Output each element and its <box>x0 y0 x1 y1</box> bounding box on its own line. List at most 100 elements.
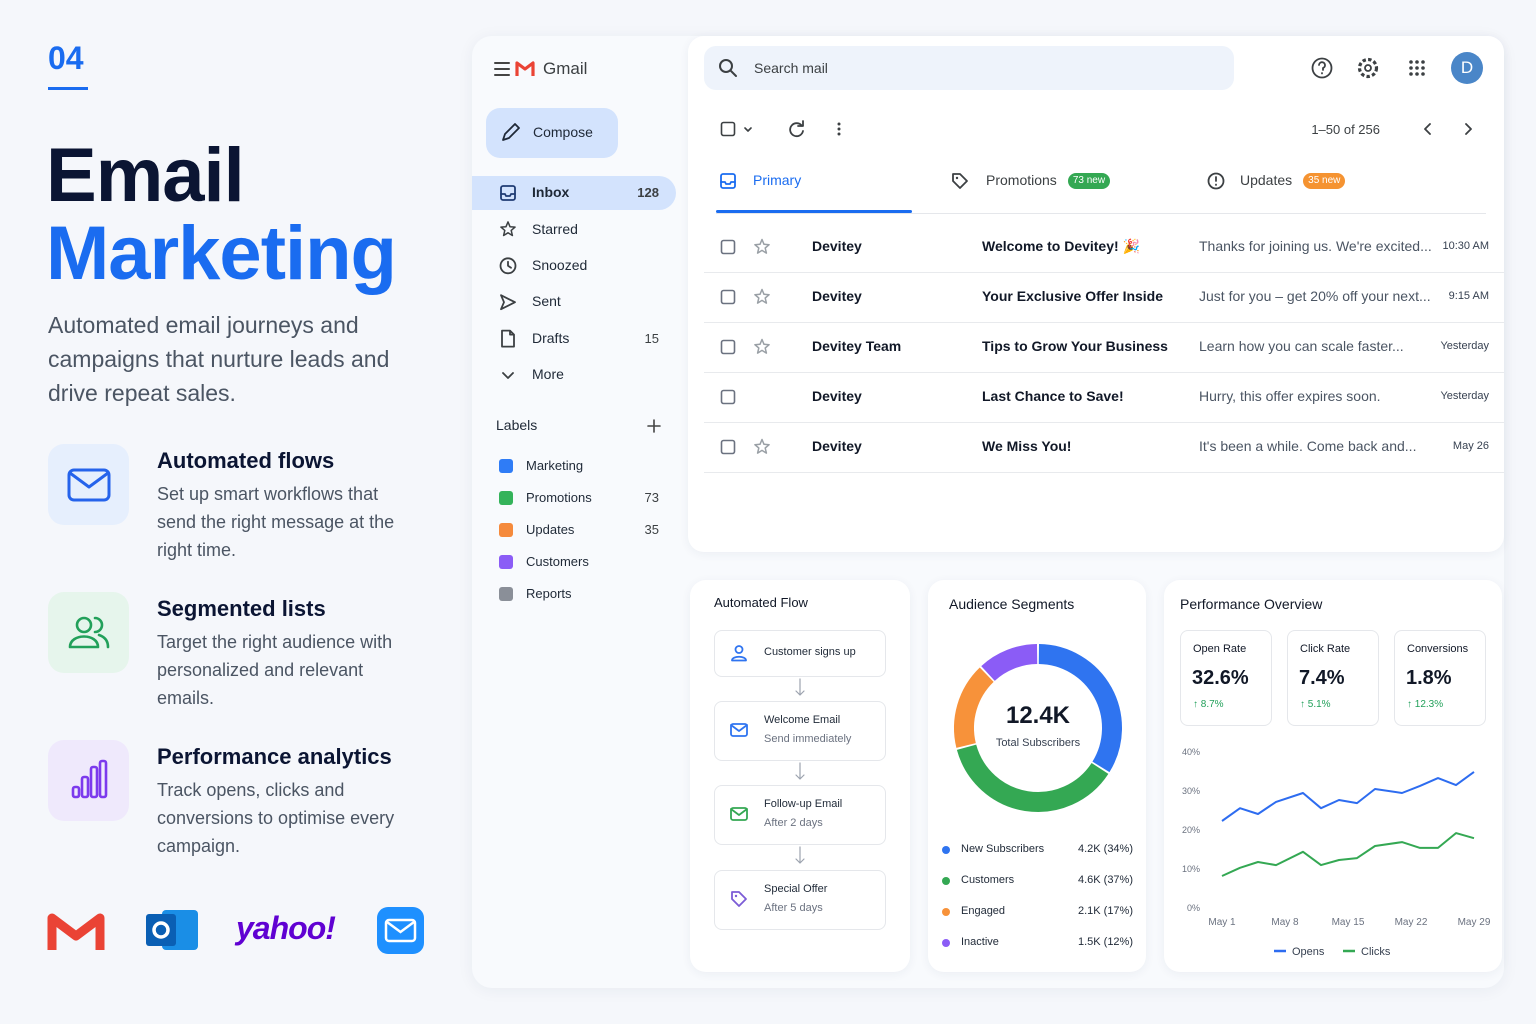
value-label: 2.1K (17%) <box>1077 905 1133 918</box>
title-line: Email <box>46 133 245 218</box>
flow-step <box>714 870 886 930</box>
value-label: 4.2K (34%) <box>1077 843 1133 856</box>
label-count: 73 <box>644 489 659 505</box>
row-divider <box>704 472 1504 473</box>
sender[interactable]: Devitey <box>812 438 862 455</box>
subject[interactable]: Welcome to Devitey! 🎉 <box>982 238 1140 255</box>
label-name[interactable]: Reports <box>526 585 572 601</box>
flow-step-title: Follow-up Email <box>764 798 843 811</box>
title-line: Marketing <box>46 211 397 296</box>
nav-count: 128 <box>637 184 659 200</box>
flow-step <box>714 701 886 761</box>
metric-change: ↑ 5.1% <box>1300 699 1331 710</box>
feature-icon-box <box>48 740 129 821</box>
divider <box>716 213 1486 214</box>
feature-text: Set up smart workflows that send the rig… <box>157 484 395 560</box>
nav-item[interactable]: More <box>532 366 564 383</box>
metric-card <box>1180 630 1272 726</box>
nav-item[interactable]: Sent <box>532 293 561 310</box>
search-bar[interactable] <box>704 46 1234 90</box>
label-name[interactable]: Updates <box>526 521 575 537</box>
subject[interactable]: Tips to Grow Your Business <box>982 338 1168 355</box>
label-color <box>499 491 513 505</box>
tab-badge: 35 new <box>1303 173 1346 189</box>
legend-label: Engaged <box>961 905 1006 918</box>
nav-item[interactable]: Starred <box>532 220 578 237</box>
legend-label: Customers <box>961 874 1015 887</box>
donut-center-label: Total Subscribers <box>995 737 1081 749</box>
metric-card <box>1287 630 1379 726</box>
metric-label: Open Rate <box>1193 643 1247 656</box>
sender[interactable]: Devitey <box>812 288 862 305</box>
tab[interactable]: Promotions <box>986 172 1057 189</box>
flow-step-detail: Send immediately <box>764 733 852 746</box>
snippet[interactable]: Learn how you can scale faster... <box>1199 338 1404 355</box>
labels-heading: Labels <box>496 417 538 434</box>
label-name[interactable]: Promotions <box>526 489 592 505</box>
description: Automated email journeys and campaigns t… <box>48 312 390 406</box>
label-color <box>499 459 513 473</box>
donut-center-value: 12.4K <box>1005 702 1071 729</box>
metric-label: Click Rate <box>1300 643 1351 656</box>
nav-item[interactable]: Drafts <box>532 329 570 346</box>
inbox-panel <box>688 36 1504 552</box>
value-label: 4.6K (37%) <box>1077 874 1133 887</box>
time: 9:15 AM <box>1448 290 1489 303</box>
card-title: Automated Flow <box>714 594 808 610</box>
tab[interactable]: Primary <box>753 172 802 189</box>
flow-step-detail: After 2 days <box>764 817 823 830</box>
tab-indicator <box>716 210 912 213</box>
metric-label: Conversions <box>1407 643 1469 656</box>
feature-text: Target the right audience with personali… <box>157 632 393 708</box>
flow-step-title: Customer signs up <box>764 645 856 658</box>
tab-badge: 73 new <box>1067 173 1111 189</box>
snippet[interactable]: Just for you – get 20% off your next... <box>1199 288 1431 305</box>
metric-change: ↑ 12.3% <box>1407 699 1444 710</box>
nav-item[interactable]: Snoozed <box>532 257 588 273</box>
subject[interactable]: Last Chance to Save! <box>982 388 1124 405</box>
time: Yesterday <box>1440 390 1489 403</box>
tab[interactable]: Updates <box>1240 172 1293 189</box>
label-color <box>499 587 513 601</box>
feature-icon-box <box>48 444 129 525</box>
sender[interactable]: Devitey Team <box>812 338 902 355</box>
sender[interactable]: Devitey <box>812 388 862 405</box>
metric-card <box>1394 630 1486 726</box>
row-divider <box>704 272 1504 273</box>
time: May 26 <box>1452 440 1489 453</box>
time: Yesterday <box>1440 340 1489 353</box>
feature-icon-box <box>48 592 129 673</box>
flow-step <box>714 785 886 845</box>
time: 10:30 AM <box>1442 240 1489 253</box>
sender[interactable]: Devitey <box>812 238 862 255</box>
feature-title: Segmented lists <box>157 595 326 621</box>
row-divider <box>704 422 1504 423</box>
section-number: 04 <box>48 40 84 76</box>
metric-change: ↑ 8.7% <box>1193 699 1224 710</box>
metric-value: 32.6% <box>1192 667 1249 689</box>
legend-label: Inactive <box>961 936 999 949</box>
snippet[interactable]: Thanks for joining us. We're excited... <box>1199 238 1432 255</box>
nav-item[interactable]: Inbox <box>532 184 570 201</box>
value-label: 1.5K (12%) <box>1077 936 1133 949</box>
subject[interactable]: Your Exclusive Offer Inside <box>982 288 1164 305</box>
flow-step-title: Special Offer <box>764 883 828 896</box>
avatar[interactable]: D <box>1451 52 1483 84</box>
subject[interactable]: We Miss You! <box>982 438 1072 455</box>
label-name[interactable]: Customers <box>526 553 589 569</box>
pagination: 1–50 of 256 <box>1311 121 1380 137</box>
label-name[interactable]: Marketing <box>526 457 584 473</box>
snippet[interactable]: It's been a while. Come back and... <box>1199 438 1417 455</box>
app-name: Gmail <box>543 59 588 79</box>
flow-step-detail: After 5 days <box>764 902 823 915</box>
label-count: 35 <box>644 521 659 537</box>
compose-label[interactable]: Compose <box>533 124 593 141</box>
feature-text: Track opens, clicks and conversions to o… <box>157 780 395 856</box>
row-divider <box>704 372 1504 373</box>
metric-value: 7.4% <box>1299 667 1345 689</box>
card-title: Audience Segments <box>949 596 1075 613</box>
search-placeholder[interactable]: Search mail <box>754 60 828 77</box>
flow-step-title: Welcome Email <box>764 714 841 727</box>
snippet[interactable]: Hurry, this offer expires soon. <box>1199 388 1381 405</box>
